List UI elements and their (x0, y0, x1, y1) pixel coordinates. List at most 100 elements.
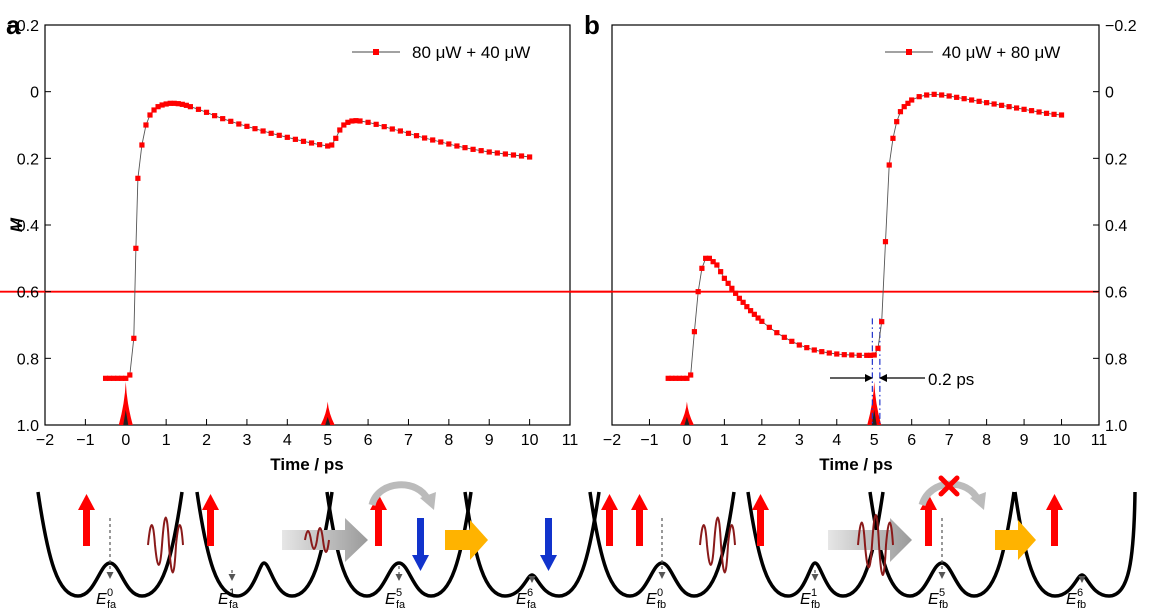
data-point-a (139, 142, 145, 148)
spin-up-arrowhead-b2 (752, 494, 769, 510)
data-point-b (680, 375, 686, 381)
double-well-a3 (325, 491, 473, 598)
energy-label-b0-base: E (646, 591, 657, 608)
y-tick-label-b: 0 (1105, 85, 1114, 102)
data-point-b (714, 262, 720, 268)
data-point-a (171, 100, 177, 106)
y-tick-label-a: 0.6 (17, 285, 39, 302)
data-point-a (405, 130, 412, 136)
spin-up-arrow-b2 (757, 508, 764, 546)
double-well-a2 (195, 491, 334, 598)
energy-label-a0-sup: 0 (107, 587, 113, 599)
svg-text:E: E (96, 591, 107, 608)
energy-label-a5: E 5 fa (385, 587, 406, 610)
data-point-b (740, 299, 746, 305)
svg-text:E: E (218, 591, 229, 608)
x-tick-label-a: 1 (162, 432, 171, 449)
data-point-b (1036, 109, 1042, 115)
data-point-b (796, 342, 802, 348)
data-point-b (856, 352, 862, 358)
y-tick-label-b: 0.2 (1105, 151, 1127, 168)
switch-arc-arrowhead-b (970, 492, 986, 510)
spin-up-arrow-b4 (1051, 508, 1058, 546)
data-point-a (329, 142, 335, 148)
data-point-a (107, 375, 113, 381)
energy-label-b5-base: E (928, 591, 939, 608)
pump-pulse-b (867, 381, 882, 425)
x-tick-label-a: 5 (323, 432, 332, 449)
data-point-a (167, 100, 173, 106)
data-point-a (345, 119, 351, 125)
data-point-b (864, 352, 870, 358)
data-point-b (676, 375, 683, 381)
gold-arrow-icon-b (995, 520, 1036, 560)
x-tick-label-b: 6 (907, 432, 916, 449)
x-axis-title-b: Time / ps (819, 455, 892, 474)
data-point-b (984, 100, 990, 106)
data-point-a (430, 137, 436, 143)
data-point-a (163, 101, 169, 107)
x-tick-label-a: 7 (404, 432, 413, 449)
gray-pump-arrow-icon-a (282, 518, 368, 562)
data-point-a (244, 123, 250, 129)
data-point-b (871, 352, 877, 358)
data-point-a (123, 375, 129, 381)
double-well-b2 (746, 491, 885, 598)
data-point-a (195, 106, 202, 112)
data-point-a (151, 107, 157, 113)
data-point-a (349, 118, 355, 124)
data-point-a (486, 149, 492, 155)
data-point-b (688, 372, 694, 378)
data-point-b (890, 135, 896, 141)
data-point-b (725, 280, 731, 286)
data-point-a (389, 126, 395, 132)
pump-pulse-b (679, 401, 694, 425)
energy-label-b5-sub: fb (939, 599, 948, 610)
plot-area-a (44, 24, 571, 426)
data-point-b (879, 319, 885, 325)
pump-pulse-a (118, 381, 133, 425)
energy-label-a6-sup: 6 (527, 587, 533, 599)
data-point-a (252, 126, 258, 132)
panel-a: a M Time / ps −2 −1 0 1 2 3 4 5 6 7 8 9 10 11 −0.2 0 0.… (0, 10, 612, 474)
data-point-b (706, 255, 712, 261)
x-axis-title-a: Time / ps (270, 455, 343, 474)
energy-label-b1: E 1 fb (800, 587, 820, 610)
data-point-a (111, 375, 117, 381)
data-point-b (684, 375, 690, 381)
energy-label-b0-sup: 0 (657, 587, 663, 599)
laser-pulse-icon-b1 (699, 516, 736, 574)
energy-label-a0-base: E (96, 591, 107, 608)
data-point-a (502, 151, 508, 157)
x-tick-label-a: 8 (444, 432, 453, 449)
data-point-b (699, 265, 705, 271)
data-point-a (143, 122, 149, 128)
energy-label-b0-sub: fb (657, 599, 666, 610)
x-tick-label-a: −1 (76, 432, 94, 449)
data-point-b (669, 375, 675, 381)
data-point-a (353, 118, 359, 124)
data-point-a (236, 121, 242, 127)
svg-text:E: E (1066, 591, 1077, 608)
data-point-b (774, 330, 780, 336)
data-point-b (804, 345, 810, 351)
laser-pulse-icon-a1 (147, 516, 184, 574)
data-point-b (781, 334, 787, 340)
pump-pulse-core-a (123, 409, 129, 425)
x-tick-label-a: 2 (202, 432, 211, 449)
x-tick-label-b: 8 (982, 432, 991, 449)
data-point-b (916, 94, 922, 100)
data-point-a (175, 101, 181, 107)
data-point-a (373, 121, 379, 127)
data-point-a (203, 109, 210, 115)
energy-label-b6-sub: fb (1077, 599, 1086, 610)
data-point-a (183, 102, 189, 108)
energy-label-a5-sup: 5 (396, 587, 402, 599)
data-point-a (365, 119, 371, 125)
x-tick-label-a: −2 (36, 432, 54, 449)
data-point-b (729, 285, 735, 291)
data-point-a (438, 139, 444, 145)
data-point-b (849, 352, 855, 358)
energy-label-a6-base: E (516, 591, 527, 608)
